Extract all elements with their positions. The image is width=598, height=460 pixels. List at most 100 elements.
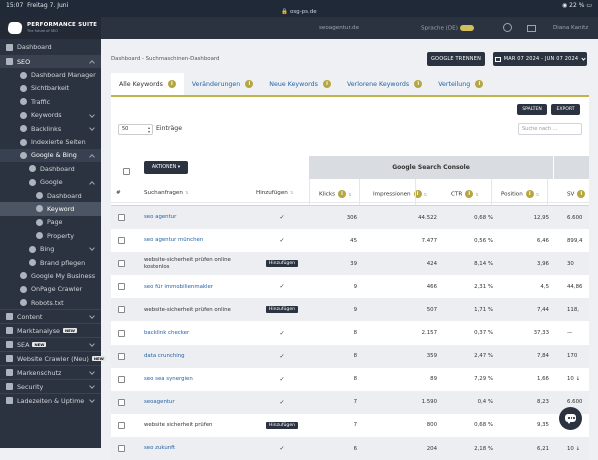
column-header-suchanfragen[interactable]: Suchanfragen ⇅	[144, 190, 188, 196]
date-range-button[interactable]: MAR 07 2024 - JUN 07 2024	[493, 52, 587, 66]
cell-impressions: 44.522	[418, 214, 437, 221]
sidebar-item-dashboard[interactable]: Dashboard	[0, 162, 101, 175]
tab-verlorene-keywords[interactable]: Verlorene Keywords i	[339, 73, 430, 95]
sidebar-item-seo[interactable]: SEO	[0, 55, 101, 69]
column-header-klicks[interactable]: Klicks i ⇅	[319, 190, 351, 198]
info-icon[interactable]: i	[338, 190, 347, 198]
sidebar-item-page[interactable]: Page	[0, 216, 101, 229]
column-header-sv[interactable]: SV i	[567, 190, 586, 198]
sidebar-item-traffic[interactable]: Traffic	[0, 95, 101, 108]
row-checkbox[interactable]	[118, 260, 125, 268]
column-header-position[interactable]: Position i ⇅	[501, 190, 539, 198]
sort-icon[interactable]: ⇅	[184, 190, 189, 195]
sidebar-item-google-my-business[interactable]: Google My Business	[0, 269, 101, 282]
info-icon[interactable]: i	[525, 190, 534, 198]
browser-url[interactable]: 🔒 osg-ps.de	[281, 9, 317, 15]
column-header-ctr[interactable]: CTR i ⇅	[451, 190, 479, 198]
sidebar-item-backlinks[interactable]: Backlinks	[0, 122, 101, 135]
sort-icon[interactable]: ⇅	[535, 191, 540, 197]
sidebar-item-robots-txt[interactable]: Robots.txt	[0, 296, 101, 309]
info-icon[interactable]: i	[475, 80, 484, 88]
keyword-link[interactable]: seo agentur münchen	[144, 237, 204, 244]
sidebar-item-sichtbarkeit[interactable]: Sichtbarkeit	[0, 82, 101, 95]
tab-alle-keywords[interactable]: Alle Keywords i	[111, 73, 184, 95]
row-checkbox[interactable]	[118, 329, 125, 337]
keyword-link[interactable]: seo für immobilienmakler	[144, 283, 214, 290]
row-checkbox[interactable]	[118, 398, 125, 406]
sidebar-item-indexierte-seiten[interactable]: Indexierte Seiten	[0, 135, 101, 148]
actions-dropdown[interactable]: AKTIONEN ▾	[144, 161, 188, 174]
add-cell: Hinzufügen	[256, 414, 308, 437]
language-selector[interactable]: Sprache (DE)	[421, 25, 474, 32]
keyword-link[interactable]: backlink checker	[144, 329, 190, 336]
sidebar-item-dashboard[interactable]: Dashboard	[0, 39, 101, 55]
user-menu[interactable]: Diana Kanitz	[553, 25, 589, 31]
sort-icon[interactable]: ⇅	[475, 191, 479, 197]
notification-bell-icon[interactable]	[503, 23, 512, 32]
sidebar-item-label: OnPage Crawler	[31, 285, 83, 294]
info-icon[interactable]: i	[413, 190, 422, 198]
keyword-link[interactable]: seo agentur	[144, 214, 177, 221]
tab-verteilung[interactable]: Verteilung i	[430, 73, 491, 95]
security-icon	[6, 383, 13, 391]
sort-icon[interactable]: ⇅	[423, 191, 427, 197]
info-icon[interactable]: i	[167, 80, 176, 88]
select-all-checkbox[interactable]	[123, 168, 130, 175]
row-checkbox[interactable]	[118, 375, 125, 383]
keyword-link[interactable]: seo zukunft	[144, 445, 176, 452]
row-checkbox[interactable]	[118, 352, 125, 360]
sidebar-item-dashboard-manager[interactable]: Dashboard Manager	[0, 68, 101, 81]
cell-sv: 10 ↓	[567, 376, 581, 383]
column-header-impressionen[interactable]: Impressionen i ⇅	[373, 190, 427, 198]
info-icon[interactable]: i	[577, 190, 586, 198]
chat-button[interactable]	[559, 407, 582, 430]
row-checkbox[interactable]	[118, 421, 125, 429]
domain-selector[interactable]: seoagentur.de	[319, 25, 360, 31]
info-icon[interactable]: i	[245, 80, 254, 88]
add-keyword-button[interactable]: Hinzufügen	[265, 260, 299, 268]
header-bottom-border	[111, 205, 589, 206]
keyword-link[interactable]: seoagentur	[144, 399, 175, 406]
tab-neue-keywords[interactable]: Neue Keywords i	[261, 73, 339, 95]
keyword-link[interactable]: data crunching	[144, 352, 185, 359]
sort-icon[interactable]: ⇅	[289, 190, 294, 195]
sidebar-item-markenschutz[interactable]: Markenschutz	[0, 365, 101, 379]
page-size-select[interactable]: 50 ▴ ▾	[118, 124, 153, 135]
tab-ver-nderungen[interactable]: Veränderungen i	[184, 73, 261, 95]
column-header-[interactable]: #	[116, 190, 121, 196]
sidebar-item-website-crawler-neu[interactable]: Website Crawler (Neu) NEW	[0, 351, 106, 365]
brand-logo[interactable]: PERFORMANCE SUITE The future of SEO	[0, 17, 101, 39]
add-keyword-button[interactable]: Hinzufügen	[265, 306, 299, 314]
sidebar-item-keyword[interactable]: Keyword	[0, 202, 101, 216]
keyword-link[interactable]: seo sea synergien	[144, 375, 193, 382]
sidebar-item-dashboard[interactable]: Dashboard	[0, 189, 101, 202]
sidebar-item-sea[interactable]: SEA NEW	[0, 337, 101, 351]
sidebar-item-marktanalyse[interactable]: Marktanalyse NEW	[0, 323, 101, 337]
info-icon[interactable]: i	[322, 80, 331, 88]
sidebar-item-keywords[interactable]: Keywords	[0, 109, 101, 122]
export-button[interactable]: EXPORT	[551, 104, 580, 115]
sort-icon[interactable]: ⇅	[348, 191, 352, 197]
add-keyword-button[interactable]: Hinzufügen	[265, 421, 299, 429]
sidebar-item-bing[interactable]: Bing	[0, 242, 101, 255]
row-checkbox[interactable]	[118, 214, 125, 221]
sidebar-item-security[interactable]: Security	[0, 379, 101, 393]
row-checkbox[interactable]	[118, 237, 125, 245]
sidebar-item-brand-pflegen[interactable]: Brand pflegen	[0, 256, 101, 269]
column-header-hinzuf-gen[interactable]: Hinzufügen ⇅	[256, 190, 293, 196]
sidebar-item-ladezeiten-uptime[interactable]: Ladezeiten & Uptime	[0, 393, 101, 407]
row-checkbox[interactable]	[118, 283, 125, 291]
info-icon[interactable]: i	[414, 80, 423, 88]
row-checkbox[interactable]	[118, 445, 125, 452]
info-icon[interactable]: i	[465, 190, 474, 198]
sidebar-item-property[interactable]: Property	[0, 229, 101, 242]
row-checkbox[interactable]	[118, 306, 125, 314]
sidebar-item-onpage-crawler[interactable]: OnPage Crawler	[0, 283, 101, 296]
sidebar-item-google-bing[interactable]: Google & Bing	[0, 148, 101, 163]
sidebar-item-content[interactable]: Content	[0, 309, 101, 323]
mail-icon[interactable]	[527, 25, 536, 32]
google-disconnect-button[interactable]: GOOGLE TRENNEN	[427, 52, 485, 66]
search-input[interactable]: Suche nach ...	[518, 123, 582, 135]
sidebar-item-google[interactable]: Google	[0, 176, 101, 189]
columns-button[interactable]: SPALTEN	[517, 104, 547, 115]
